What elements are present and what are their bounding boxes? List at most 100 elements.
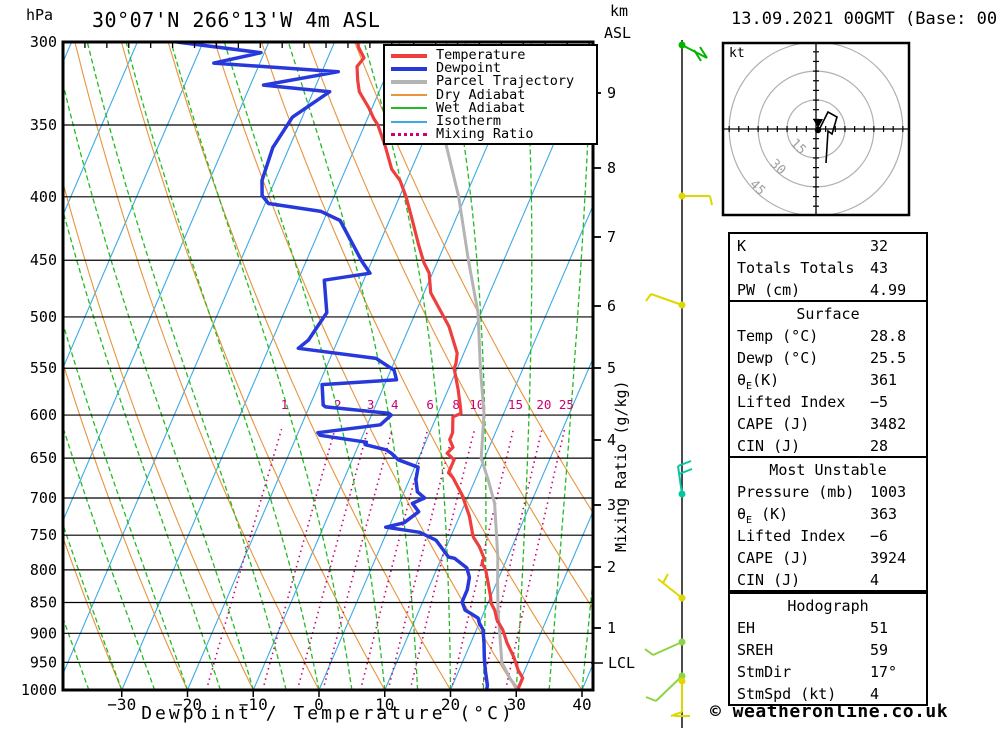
pressure-tick-label: 950 xyxy=(30,653,57,671)
table-row-value: 3482 xyxy=(870,415,907,433)
legend-item-label: Dewpoint xyxy=(436,60,502,77)
isotherm-line xyxy=(318,51,593,690)
km-tick-label: 2 xyxy=(607,558,616,576)
table-row-label: StmDir xyxy=(737,663,792,681)
table-row: Lifted Index −6 xyxy=(730,524,926,546)
altitude-axis-unit-km: km xyxy=(610,2,629,20)
temp-tick-label: −30 xyxy=(107,695,136,714)
mixing-ratio-value-label: 4 xyxy=(391,397,399,412)
table-row-label: PW (cm) xyxy=(737,281,801,299)
legend-line-sample-dewpoint xyxy=(391,66,427,71)
wind-barb xyxy=(678,41,708,62)
pressure-tick-label: 350 xyxy=(30,116,57,134)
pressure-axis-unit: hPa xyxy=(26,6,54,24)
table-row: CAPE (J) 3482 xyxy=(730,412,926,434)
table-row-label: Pressure (mb) xyxy=(737,483,855,501)
wet-adiabat-line xyxy=(63,208,222,690)
table-row-value: 32 xyxy=(870,237,889,255)
table-row-label: Totals Totals xyxy=(737,259,855,277)
table-header: Hodograph xyxy=(787,597,869,615)
temp-tick-label: 20 xyxy=(441,695,460,714)
table-row-label: CAPE (J) xyxy=(737,549,810,567)
pressure-tick-label: 900 xyxy=(30,624,57,642)
table-header: Most Unstable xyxy=(769,461,887,479)
isotherm-line xyxy=(63,42,270,523)
legend-item-label: Dry Adiabat xyxy=(436,86,526,103)
mixing-ratio-value-label: 2 xyxy=(334,397,342,412)
table-row: CAPE (J) 3924 xyxy=(730,546,926,568)
isotherm-lines xyxy=(63,42,593,690)
mixing-ratio-value-label: 25 xyxy=(559,397,574,412)
table-row-label: StmSpd (kt) xyxy=(737,685,837,703)
table-row: Lifted Index −5 xyxy=(730,390,926,412)
wet-adiabat-line xyxy=(581,574,593,690)
table-row-value: 28.8 xyxy=(870,327,907,345)
altitude-axis-unit-asl: ASL xyxy=(604,24,632,42)
table-row: Pressure (mb) 1003 xyxy=(730,480,926,502)
table-row: θE(K) 361 xyxy=(730,368,926,392)
dry-adiabat-line xyxy=(63,535,123,690)
temp-tick-label: −10 xyxy=(239,695,268,714)
legend-item-label: Mixing Ratio xyxy=(436,126,534,143)
run-date-title: 13.09.2021 00GMT (Base: 00) xyxy=(731,9,1000,29)
table-row-label: Lifted Index xyxy=(737,527,846,545)
mixing-ratio-value-label: 8 xyxy=(452,397,460,412)
indices-table-most-unstable: Most Unstable Pressure (mb) 1003 θE (K) 363 L… xyxy=(728,456,928,592)
skewt-plot-area: 1 2 3 4 6 8 10 15 20 25 xyxy=(63,42,593,690)
mixing-ratio-axis-label: Mixing Ratio (g/kg) xyxy=(612,380,630,552)
table-row-value: 361 xyxy=(870,371,898,389)
mixing-ratio-value-label: 3 xyxy=(367,397,375,412)
pressure-tick-label: 300 xyxy=(30,33,57,51)
table-row-value: 4 xyxy=(870,685,880,703)
pressure-tick-label: 400 xyxy=(30,188,57,206)
table-row: StmSpd (kt) 4 xyxy=(730,682,926,704)
temperature-axis-label: Dewpoint / Temperature (°C) xyxy=(141,703,515,724)
table-row: Temp (°C) 28.8 xyxy=(730,324,926,346)
storm-motion-arrow xyxy=(813,119,823,128)
legend-line-sample-mixing-ratio xyxy=(391,133,427,137)
mixing-ratio-value-label: 1 xyxy=(281,397,289,412)
isotherm-line xyxy=(515,510,593,690)
km-tick-label: 1 xyxy=(607,619,616,637)
km-tick-label: 5 xyxy=(607,359,616,377)
page-title: 30°07'N 266°13'W 4m ASL xyxy=(92,8,381,32)
isotherm-line xyxy=(63,42,336,676)
pressure-tick-label: 800 xyxy=(30,561,57,579)
isotherm-line xyxy=(186,42,467,690)
wet-adiabat-line xyxy=(445,42,487,690)
temp-tick-label: −20 xyxy=(173,695,202,714)
isotherm-line xyxy=(63,42,138,217)
dewpoint-curve xyxy=(176,42,490,690)
table-row-label: Dewp (°C) xyxy=(737,349,819,367)
wind-barb xyxy=(677,460,693,498)
table-row-value: 4.99 xyxy=(870,281,907,299)
wind-barb xyxy=(657,573,686,602)
table-row-label: θE (K) xyxy=(737,505,789,526)
km-tick-label: 7 xyxy=(607,228,616,246)
hodograph-trace xyxy=(818,110,838,164)
mixing-ratio-value-label: 6 xyxy=(426,397,434,412)
table-row: StmDir 17° xyxy=(730,660,926,682)
table-row: SREH 59 xyxy=(730,638,926,660)
legend-item-label: Temperature xyxy=(436,47,526,64)
legend-line-sample-parcel-trajectory xyxy=(391,79,427,84)
legend-item: Dewpoint xyxy=(391,62,596,75)
wind-barb xyxy=(678,192,713,206)
table-row-value: 363 xyxy=(870,505,898,523)
legend-item-label: Isotherm xyxy=(436,113,502,130)
table-row: EH 51 xyxy=(730,616,926,638)
table-row-value: 1003 xyxy=(870,483,907,501)
table-row-value: 3924 xyxy=(870,549,907,567)
table-row: PW (cm) 4.99 xyxy=(730,278,926,300)
km-tick-label: 6 xyxy=(607,297,616,315)
legend-item: Parcel Trajectory xyxy=(391,75,596,88)
legend-item-label: Parcel Trajectory xyxy=(436,73,575,90)
pressure-tick-label: 850 xyxy=(30,594,57,612)
hodograph-origin-dot xyxy=(814,126,822,134)
legend-item: Dry Adiabat xyxy=(391,86,596,103)
legend-item: Wet Adiabat xyxy=(391,101,596,115)
table-row-value: 43 xyxy=(870,259,889,277)
mixing-ratio-value-label: 20 xyxy=(536,397,551,412)
wind-barb xyxy=(645,672,686,702)
pressure-tick-label: 600 xyxy=(30,406,57,424)
